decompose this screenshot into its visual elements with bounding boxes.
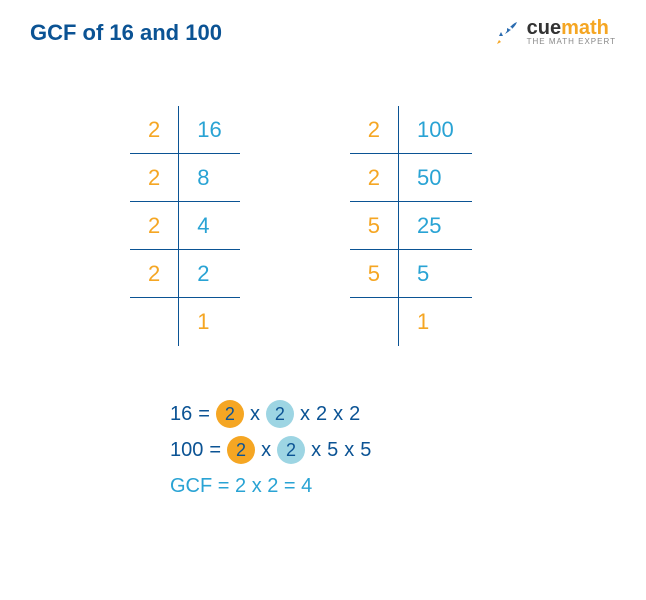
factorization-tables: 2 2 2 2 16 8 4 2 1 2 2 5 5 100 50 25 5 1 (130, 106, 616, 346)
quotient-cell: 25 (399, 202, 472, 250)
divisor-cell (130, 298, 179, 346)
table-16: 2 2 2 2 16 8 4 2 1 (130, 106, 240, 346)
table-100: 2 2 5 5 100 50 25 5 1 (350, 106, 472, 346)
divisor-cell: 5 (350, 202, 399, 250)
brand-logo: cuemath THE MATH EXPERT (493, 18, 616, 46)
highlight-factor: 2 (266, 400, 294, 428)
quotient-cell: 8 (179, 154, 239, 202)
quotient-cell: 16 (179, 106, 239, 154)
divisor-cell: 2 (130, 154, 179, 202)
logo-text: cuemath (527, 18, 616, 38)
quotient-cell: 100 (399, 106, 472, 154)
equation-16: 16 = 2 x 2 x 2 x 2 (170, 396, 616, 432)
highlight-factor: 2 (277, 436, 305, 464)
gcf-result: GCF = 2 x 2 = 4 (170, 468, 616, 504)
rocket-icon (493, 18, 521, 46)
equation-100: 100 = 2 x 2 x 5 x 5 (170, 432, 616, 468)
quotient-cell: 2 (179, 250, 239, 298)
equations-block: 16 = 2 x 2 x 2 x 2 100 = 2 x 2 x 5 x 5 G… (170, 396, 616, 504)
divisor-cell: 2 (350, 154, 399, 202)
highlight-factor: 2 (227, 436, 255, 464)
highlight-factor: 2 (216, 400, 244, 428)
divisor-cell: 2 (130, 202, 179, 250)
divisor-cell: 2 (130, 250, 179, 298)
quotient-cell: 5 (399, 250, 472, 298)
divisor-cell: 5 (350, 250, 399, 298)
quotient-cell: 1 (399, 298, 472, 346)
divisor-cell (350, 298, 399, 346)
quotient-cell: 4 (179, 202, 239, 250)
logo-tagline: THE MATH EXPERT (527, 38, 616, 46)
divisor-cell: 2 (130, 106, 179, 154)
divisor-cell: 2 (350, 106, 399, 154)
quotient-cell: 50 (399, 154, 472, 202)
quotient-cell: 1 (179, 298, 239, 346)
